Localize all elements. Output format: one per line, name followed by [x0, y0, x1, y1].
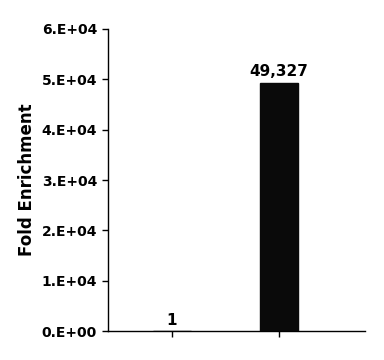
Text: 1: 1 [167, 313, 177, 328]
Bar [260, 82, 298, 331]
Y-axis label: Fold Enrichment: Fold Enrichment [18, 104, 36, 256]
Text: 49,327: 49,327 [250, 64, 308, 79]
